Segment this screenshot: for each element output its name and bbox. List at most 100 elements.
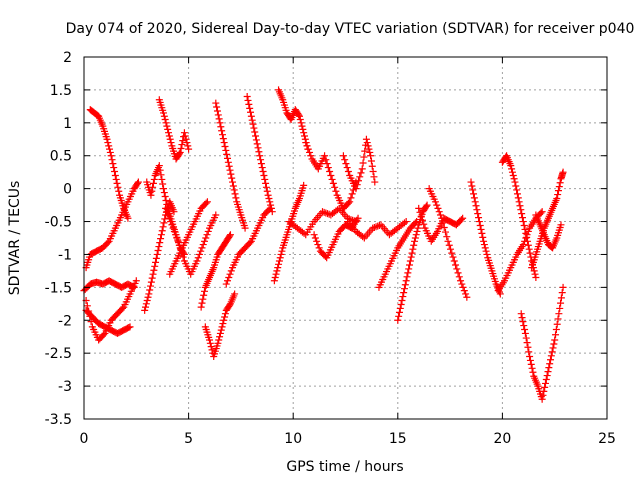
data-point-marker xyxy=(331,183,339,191)
data-point-marker xyxy=(115,187,123,195)
data-point-marker xyxy=(214,111,222,119)
series-arc-y xyxy=(415,204,467,245)
data-point-marker xyxy=(254,144,262,152)
data-point-marker xyxy=(157,235,165,243)
data-point-marker xyxy=(445,241,453,249)
series-arc-f xyxy=(141,198,178,314)
series-arc-o xyxy=(243,92,276,216)
data-point-marker xyxy=(200,237,208,245)
data-point-marker xyxy=(559,168,567,176)
data-point-marker xyxy=(555,310,563,318)
data-point-marker xyxy=(274,264,282,272)
data-point-marker xyxy=(370,223,378,231)
data-point-marker xyxy=(260,171,268,179)
data-point-marker xyxy=(468,182,476,190)
data-point-marker xyxy=(323,160,331,168)
data-point-marker xyxy=(552,325,560,333)
data-point-marker xyxy=(526,356,534,364)
data-point-marker xyxy=(246,239,254,247)
data-point-marker xyxy=(183,139,191,147)
data-point-marker xyxy=(450,257,458,265)
y-tick-label: -1 xyxy=(58,247,72,263)
data-point-marker xyxy=(515,198,523,206)
data-point-marker xyxy=(300,132,308,140)
data-point-marker xyxy=(152,254,160,262)
data-point-marker xyxy=(300,229,308,237)
data-point-marker xyxy=(541,383,549,391)
data-point-marker xyxy=(516,202,524,210)
data-point-marker xyxy=(320,208,328,216)
data-point-marker xyxy=(339,152,347,160)
data-point-marker xyxy=(262,183,270,191)
data-point-marker xyxy=(246,104,254,112)
data-point-marker xyxy=(408,249,416,257)
data-point-marker xyxy=(142,303,150,311)
data-point-marker xyxy=(550,340,558,348)
data-point-marker xyxy=(358,165,366,173)
data-point-marker xyxy=(411,237,419,245)
data-point-marker xyxy=(477,225,485,233)
data-point-marker xyxy=(303,142,311,150)
data-point-marker xyxy=(299,125,307,133)
data-point-marker xyxy=(221,313,229,321)
data-point-marker xyxy=(513,186,521,194)
data-point-marker xyxy=(231,190,239,198)
data-point-marker xyxy=(219,135,227,143)
data-point-marker xyxy=(198,244,206,252)
data-point-marker xyxy=(264,191,272,199)
data-point-marker xyxy=(372,223,380,231)
data-point-marker xyxy=(447,245,455,253)
data-point-marker xyxy=(213,103,221,111)
data-point-marker xyxy=(354,177,362,185)
data-point-marker xyxy=(414,224,422,232)
y-tick-label: -2.5 xyxy=(45,346,72,362)
data-point-marker xyxy=(212,211,220,219)
data-point-marker xyxy=(176,148,184,156)
series-arc-ad xyxy=(517,283,567,403)
data-point-marker xyxy=(145,290,153,298)
data-point-marker xyxy=(248,116,256,124)
data-point-marker xyxy=(362,135,370,143)
data-point-marker xyxy=(267,201,275,209)
x-axis-label: GPS time / hours xyxy=(286,459,403,475)
data-point-marker xyxy=(473,206,481,214)
data-point-marker xyxy=(174,237,182,245)
data-point-marker xyxy=(164,211,172,219)
data-point-marker xyxy=(297,119,305,127)
data-point-marker xyxy=(200,287,208,295)
data-point-marker xyxy=(311,234,319,242)
data-point-marker xyxy=(518,210,526,218)
data-point-marker xyxy=(348,190,356,198)
data-point-marker xyxy=(262,179,270,187)
data-point-marker xyxy=(255,148,263,156)
y-tick-label: -3 xyxy=(58,379,72,395)
data-point-marker xyxy=(396,304,404,312)
data-point-marker xyxy=(360,153,368,161)
data-point-marker xyxy=(114,183,122,191)
data-point-marker xyxy=(158,227,166,235)
data-point-marker xyxy=(147,278,155,286)
data-point-marker xyxy=(198,299,206,307)
data-point-marker xyxy=(161,215,169,223)
series-arc-e xyxy=(86,106,132,222)
data-point-marker xyxy=(256,152,264,160)
data-point-marker xyxy=(193,257,201,265)
data-point-marker xyxy=(159,223,167,231)
data-point-marker xyxy=(148,274,156,282)
data-point-marker xyxy=(547,352,555,360)
data-point-marker xyxy=(441,228,449,236)
data-point-marker xyxy=(557,221,565,229)
data-point-marker xyxy=(475,218,483,226)
data-point-marker xyxy=(346,198,354,206)
data-point-marker xyxy=(546,360,554,368)
data-point-marker xyxy=(179,253,187,261)
data-point-marker xyxy=(406,257,414,265)
data-point-marker xyxy=(521,225,529,233)
data-points xyxy=(80,86,567,403)
y-tick-labels: -3.5 -3 -2.5 -2 -1.5 -1 -0.5 0 0.5 1 1.5 2 xyxy=(45,50,72,428)
data-point-marker xyxy=(156,239,164,247)
data-point-marker xyxy=(457,277,465,285)
data-point-marker xyxy=(512,182,520,190)
data-point-marker xyxy=(118,304,126,312)
data-point-marker xyxy=(199,295,207,303)
